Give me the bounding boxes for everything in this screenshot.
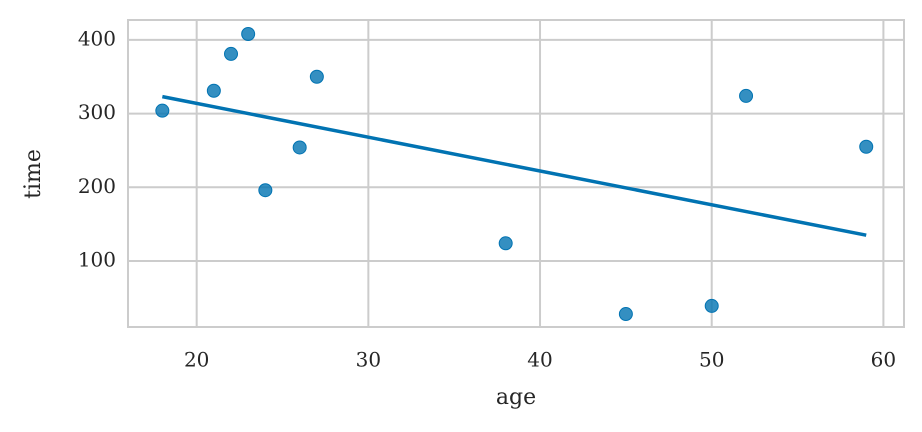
y-axis-title: time [21,149,46,199]
grid [128,20,904,327]
point [498,236,513,251]
y-tick-label: 400 [78,26,116,50]
point [224,46,239,61]
point [309,69,324,84]
x-tick-label: 60 [871,348,896,372]
point [206,83,221,98]
point [258,183,273,198]
point [739,88,754,103]
x-tick-label: 20 [184,348,209,372]
y-tick-label: 200 [78,174,116,198]
point [859,139,874,154]
y-tick-label: 100 [78,247,116,271]
x-tick-label: 30 [356,348,381,372]
point [618,307,633,322]
point [704,298,719,313]
plot-frame [127,19,905,328]
point [292,140,307,155]
point [241,27,256,42]
regression-line [161,94,867,237]
marks [155,27,874,322]
point [155,103,170,118]
y-tick-label: 300 [78,100,116,124]
x-tick-label: 50 [699,348,724,372]
x-axis-title: age [496,385,536,410]
x-tick-label: 40 [527,348,552,372]
